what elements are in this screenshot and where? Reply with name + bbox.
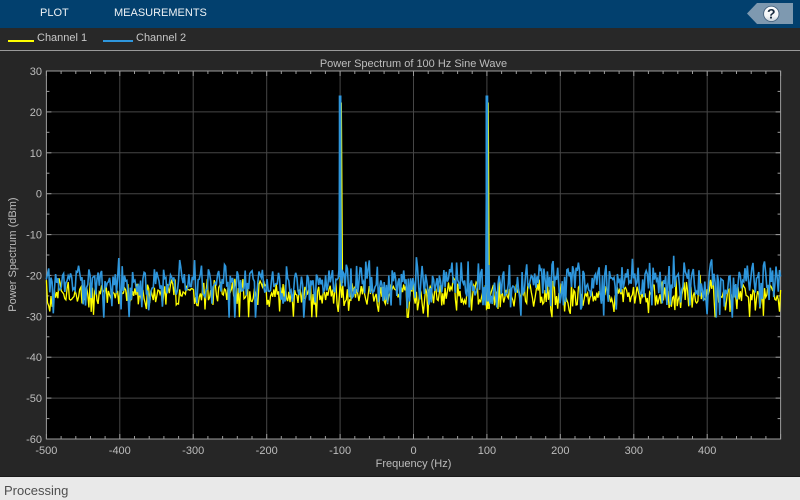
svg-text:-500: -500 xyxy=(35,445,57,457)
svg-text:?: ? xyxy=(767,6,776,22)
svg-text:-40: -40 xyxy=(26,352,42,364)
svg-text:0: 0 xyxy=(36,189,42,201)
svg-text:300: 300 xyxy=(625,445,643,457)
svg-text:20: 20 xyxy=(30,107,42,119)
svg-text:Power Spectrum of 100 Hz Sine: Power Spectrum of 100 Hz Sine Wave xyxy=(320,58,507,70)
svg-text:-30: -30 xyxy=(26,311,42,323)
svg-text:100: 100 xyxy=(478,445,496,457)
svg-text:Power Spectrum (dBm): Power Spectrum (dBm) xyxy=(7,197,19,311)
svg-text:-100: -100 xyxy=(329,445,351,457)
svg-text:-400: -400 xyxy=(109,445,131,457)
svg-text:200: 200 xyxy=(551,445,569,457)
svg-text:-20: -20 xyxy=(26,270,42,282)
svg-text:0: 0 xyxy=(410,445,416,457)
svg-text:30: 30 xyxy=(30,66,42,78)
svg-text:10: 10 xyxy=(30,148,42,160)
svg-text:400: 400 xyxy=(698,445,716,457)
svg-text:-200: -200 xyxy=(256,445,278,457)
svg-text:Frequency (Hz): Frequency (Hz) xyxy=(376,458,452,470)
svg-text:-60: -60 xyxy=(26,434,42,446)
svg-text:-50: -50 xyxy=(26,393,42,405)
svg-text:-300: -300 xyxy=(182,445,204,457)
svg-text:-10: -10 xyxy=(26,230,42,242)
